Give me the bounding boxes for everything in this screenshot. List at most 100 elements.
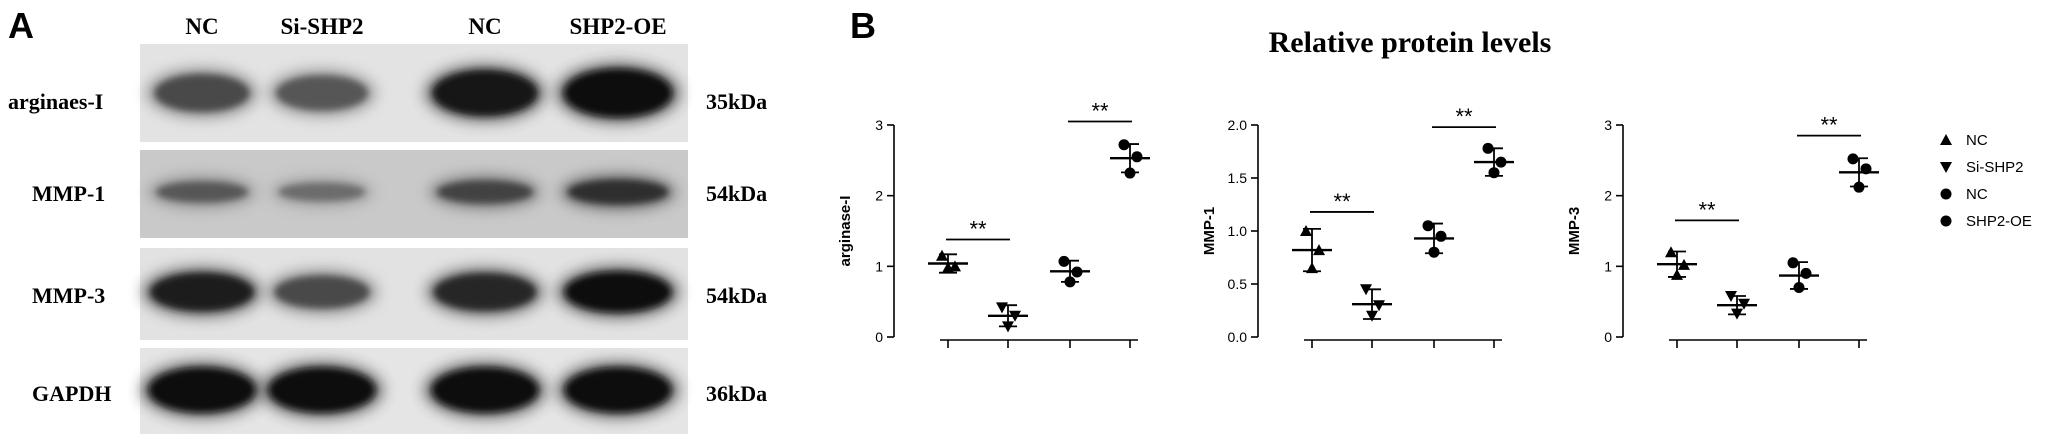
data-point	[1495, 156, 1507, 168]
y-axis-label-2: MMP-1	[1201, 207, 1218, 255]
legend: NC Si-SHP2 NC SHP2-OE	[1940, 132, 2032, 230]
group-2-4	[1474, 142, 1514, 179]
y-tick-label-2-2: 1.0	[1228, 223, 1248, 239]
data-point	[1428, 246, 1440, 258]
group-2-2	[1352, 284, 1392, 322]
group-2-3	[1414, 220, 1454, 258]
blot-size-arginase: 35kDa	[706, 89, 767, 114]
band-0-3	[424, 64, 546, 122]
y-tick-label-2-1: 0.5	[1228, 276, 1248, 292]
blot-row-arginase: arginaes-I 35kDa	[8, 44, 767, 142]
y-tick-label-1-3: 3	[875, 117, 883, 133]
band-1-2	[270, 176, 374, 208]
legend-entry-3: NC	[1940, 186, 1988, 203]
data-point	[1124, 167, 1136, 179]
data-point	[996, 302, 1008, 314]
legend-label-1: NC	[1966, 132, 1988, 149]
blot-size-mmp1: 54kDa	[706, 181, 767, 206]
data-point	[1064, 276, 1076, 288]
group-3-1	[1657, 246, 1697, 280]
blot-label-gapdh: GAPDH	[32, 381, 111, 406]
legend-symbol	[1940, 162, 1952, 173]
band-0-1	[146, 68, 258, 118]
data-point	[1731, 308, 1743, 320]
group-1-2	[988, 302, 1028, 333]
data-point	[936, 249, 948, 261]
band-1-1	[148, 175, 256, 209]
panel-a-letter: A	[8, 5, 34, 46]
y-tick-label-3-3: 3	[1604, 117, 1612, 133]
blot-size-mmp3: 54kDa	[706, 283, 767, 308]
y-tick-label-2-3: 1.5	[1228, 170, 1248, 186]
legend-entry-4: SHP2-OE	[1940, 213, 2032, 230]
data-point	[1847, 153, 1859, 165]
group-1-4	[1110, 139, 1150, 179]
lane-label-2: Si-SHP2	[280, 14, 363, 39]
y-tick-label-1-0: 0	[875, 329, 883, 345]
bands-gapdh	[140, 361, 680, 419]
y-tick-label-1-2: 2	[875, 188, 883, 204]
significance-label-3-1: **	[1698, 197, 1716, 222]
legend-marker-nc-circle	[1940, 188, 1952, 200]
group-3-4	[1839, 153, 1879, 193]
band-1-3	[429, 174, 541, 210]
blot-label-arginase: arginaes-I	[8, 89, 103, 114]
data-point	[1373, 300, 1385, 312]
data-point	[1118, 139, 1130, 151]
data-point	[1671, 268, 1683, 280]
lane-label-3: NC	[468, 14, 501, 39]
lane-label-4: SHP2-OE	[569, 14, 666, 39]
significance-label-2-1: **	[1333, 189, 1351, 214]
legend-label-3: NC	[1966, 186, 1988, 203]
significance-label-1-2: **	[1091, 98, 1109, 123]
legend-symbol	[1940, 134, 1952, 145]
data-point	[1488, 167, 1500, 179]
legend-entry-2: Si-SHP2	[1940, 159, 2024, 176]
y-axis-label-3: MMP-3	[1566, 207, 1583, 255]
legend-symbol	[1940, 188, 1952, 200]
blot-size-gapdh: 36kDa	[706, 381, 767, 406]
legend-marker-si-shp2	[1940, 162, 1952, 173]
significance-label-2-2: **	[1455, 104, 1473, 129]
group-3-2	[1717, 291, 1757, 320]
bands-mmp1	[148, 173, 677, 211]
legend-label-2: Si-SHP2	[1966, 159, 2024, 176]
blot-label-mmp1: MMP-1	[32, 181, 105, 206]
y-tick-label-2-0: 0.0	[1228, 329, 1248, 345]
legend-marker-nc-triangle	[1940, 134, 1952, 145]
group-2-1	[1292, 225, 1332, 274]
legend-label-4: SHP2-OE	[1966, 213, 2032, 230]
data-point	[1787, 257, 1799, 269]
data-point	[1058, 255, 1070, 267]
data-point	[1678, 258, 1690, 270]
y-tick-label-3-0: 0	[1604, 329, 1612, 345]
data-point	[1009, 310, 1021, 322]
data-point	[942, 261, 954, 273]
lane-label-1: NC	[185, 14, 218, 39]
band-0-4	[556, 62, 680, 124]
data-point	[949, 260, 961, 272]
legend-entry-1: NC	[1940, 132, 1988, 149]
data-point	[1738, 298, 1750, 310]
blot-row-mmp1: MMP-1 54kDa	[32, 150, 767, 238]
group-1-3	[1050, 255, 1090, 288]
legend-marker-shp2-oe	[1940, 215, 1952, 227]
blot-label-mmp3: MMP-3	[32, 283, 105, 308]
panel-b-title: Relative protein levels	[1269, 26, 1552, 59]
band-2-2	[266, 269, 378, 315]
band-1-4	[559, 173, 677, 211]
charts: 0 1 2 3 arginase-I ** ** 0.0 0.5 1.0 1.5 2.0 MMP-1 **…	[837, 98, 1879, 348]
data-point	[1422, 220, 1434, 232]
band-3-1	[140, 361, 264, 419]
data-point	[1366, 310, 1378, 322]
band-2-1	[142, 266, 262, 318]
y-axis-label-1: arginase-I	[837, 196, 854, 267]
chart-1: 0 1 2 3 arginase-I ** **	[837, 98, 1150, 348]
panel-b-letter: B	[850, 5, 876, 46]
lane-labels: NC Si-SHP2 NC SHP2-OE	[185, 14, 666, 39]
data-point	[1482, 142, 1494, 154]
legend-symbol	[1940, 215, 1952, 227]
chart-2: 0.0 0.5 1.0 1.5 2.0 MMP-1 ** **	[1201, 104, 1514, 348]
data-point	[1360, 284, 1372, 296]
